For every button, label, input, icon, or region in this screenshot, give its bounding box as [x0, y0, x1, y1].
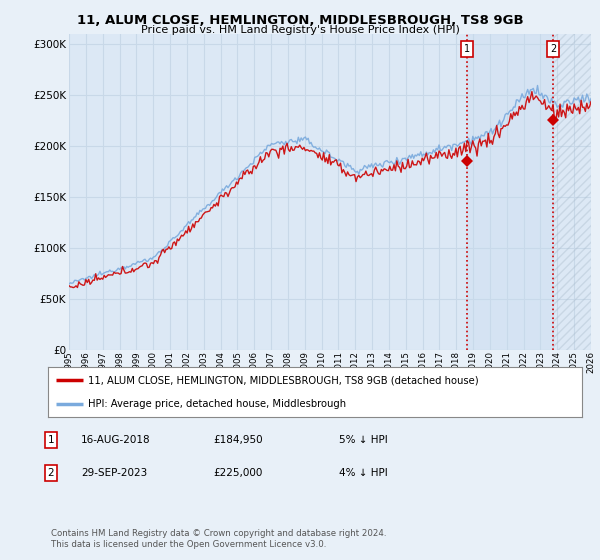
Text: 2: 2 — [47, 468, 55, 478]
Text: HPI: Average price, detached house, Middlesbrough: HPI: Average price, detached house, Midd… — [88, 399, 346, 409]
Text: 11, ALUM CLOSE, HEMLINGTON, MIDDLESBROUGH, TS8 9GB: 11, ALUM CLOSE, HEMLINGTON, MIDDLESBROUG… — [77, 14, 523, 27]
Text: 16-AUG-2018: 16-AUG-2018 — [81, 435, 151, 445]
Text: Contains HM Land Registry data © Crown copyright and database right 2024.
This d: Contains HM Land Registry data © Crown c… — [51, 529, 386, 549]
Bar — [553, 34, 591, 350]
Text: 29-SEP-2023: 29-SEP-2023 — [81, 468, 147, 478]
Bar — [467, 34, 553, 350]
Text: 1: 1 — [464, 44, 470, 54]
Text: £184,950: £184,950 — [213, 435, 263, 445]
Text: 11, ALUM CLOSE, HEMLINGTON, MIDDLESBROUGH, TS8 9GB (detached house): 11, ALUM CLOSE, HEMLINGTON, MIDDLESBROUG… — [88, 375, 479, 385]
Text: Price paid vs. HM Land Registry's House Price Index (HPI): Price paid vs. HM Land Registry's House … — [140, 25, 460, 35]
Text: 5% ↓ HPI: 5% ↓ HPI — [339, 435, 388, 445]
Text: 4% ↓ HPI: 4% ↓ HPI — [339, 468, 388, 478]
Text: 2: 2 — [550, 44, 556, 54]
Text: £225,000: £225,000 — [213, 468, 262, 478]
Text: 1: 1 — [47, 435, 55, 445]
Bar — [553, 34, 591, 350]
